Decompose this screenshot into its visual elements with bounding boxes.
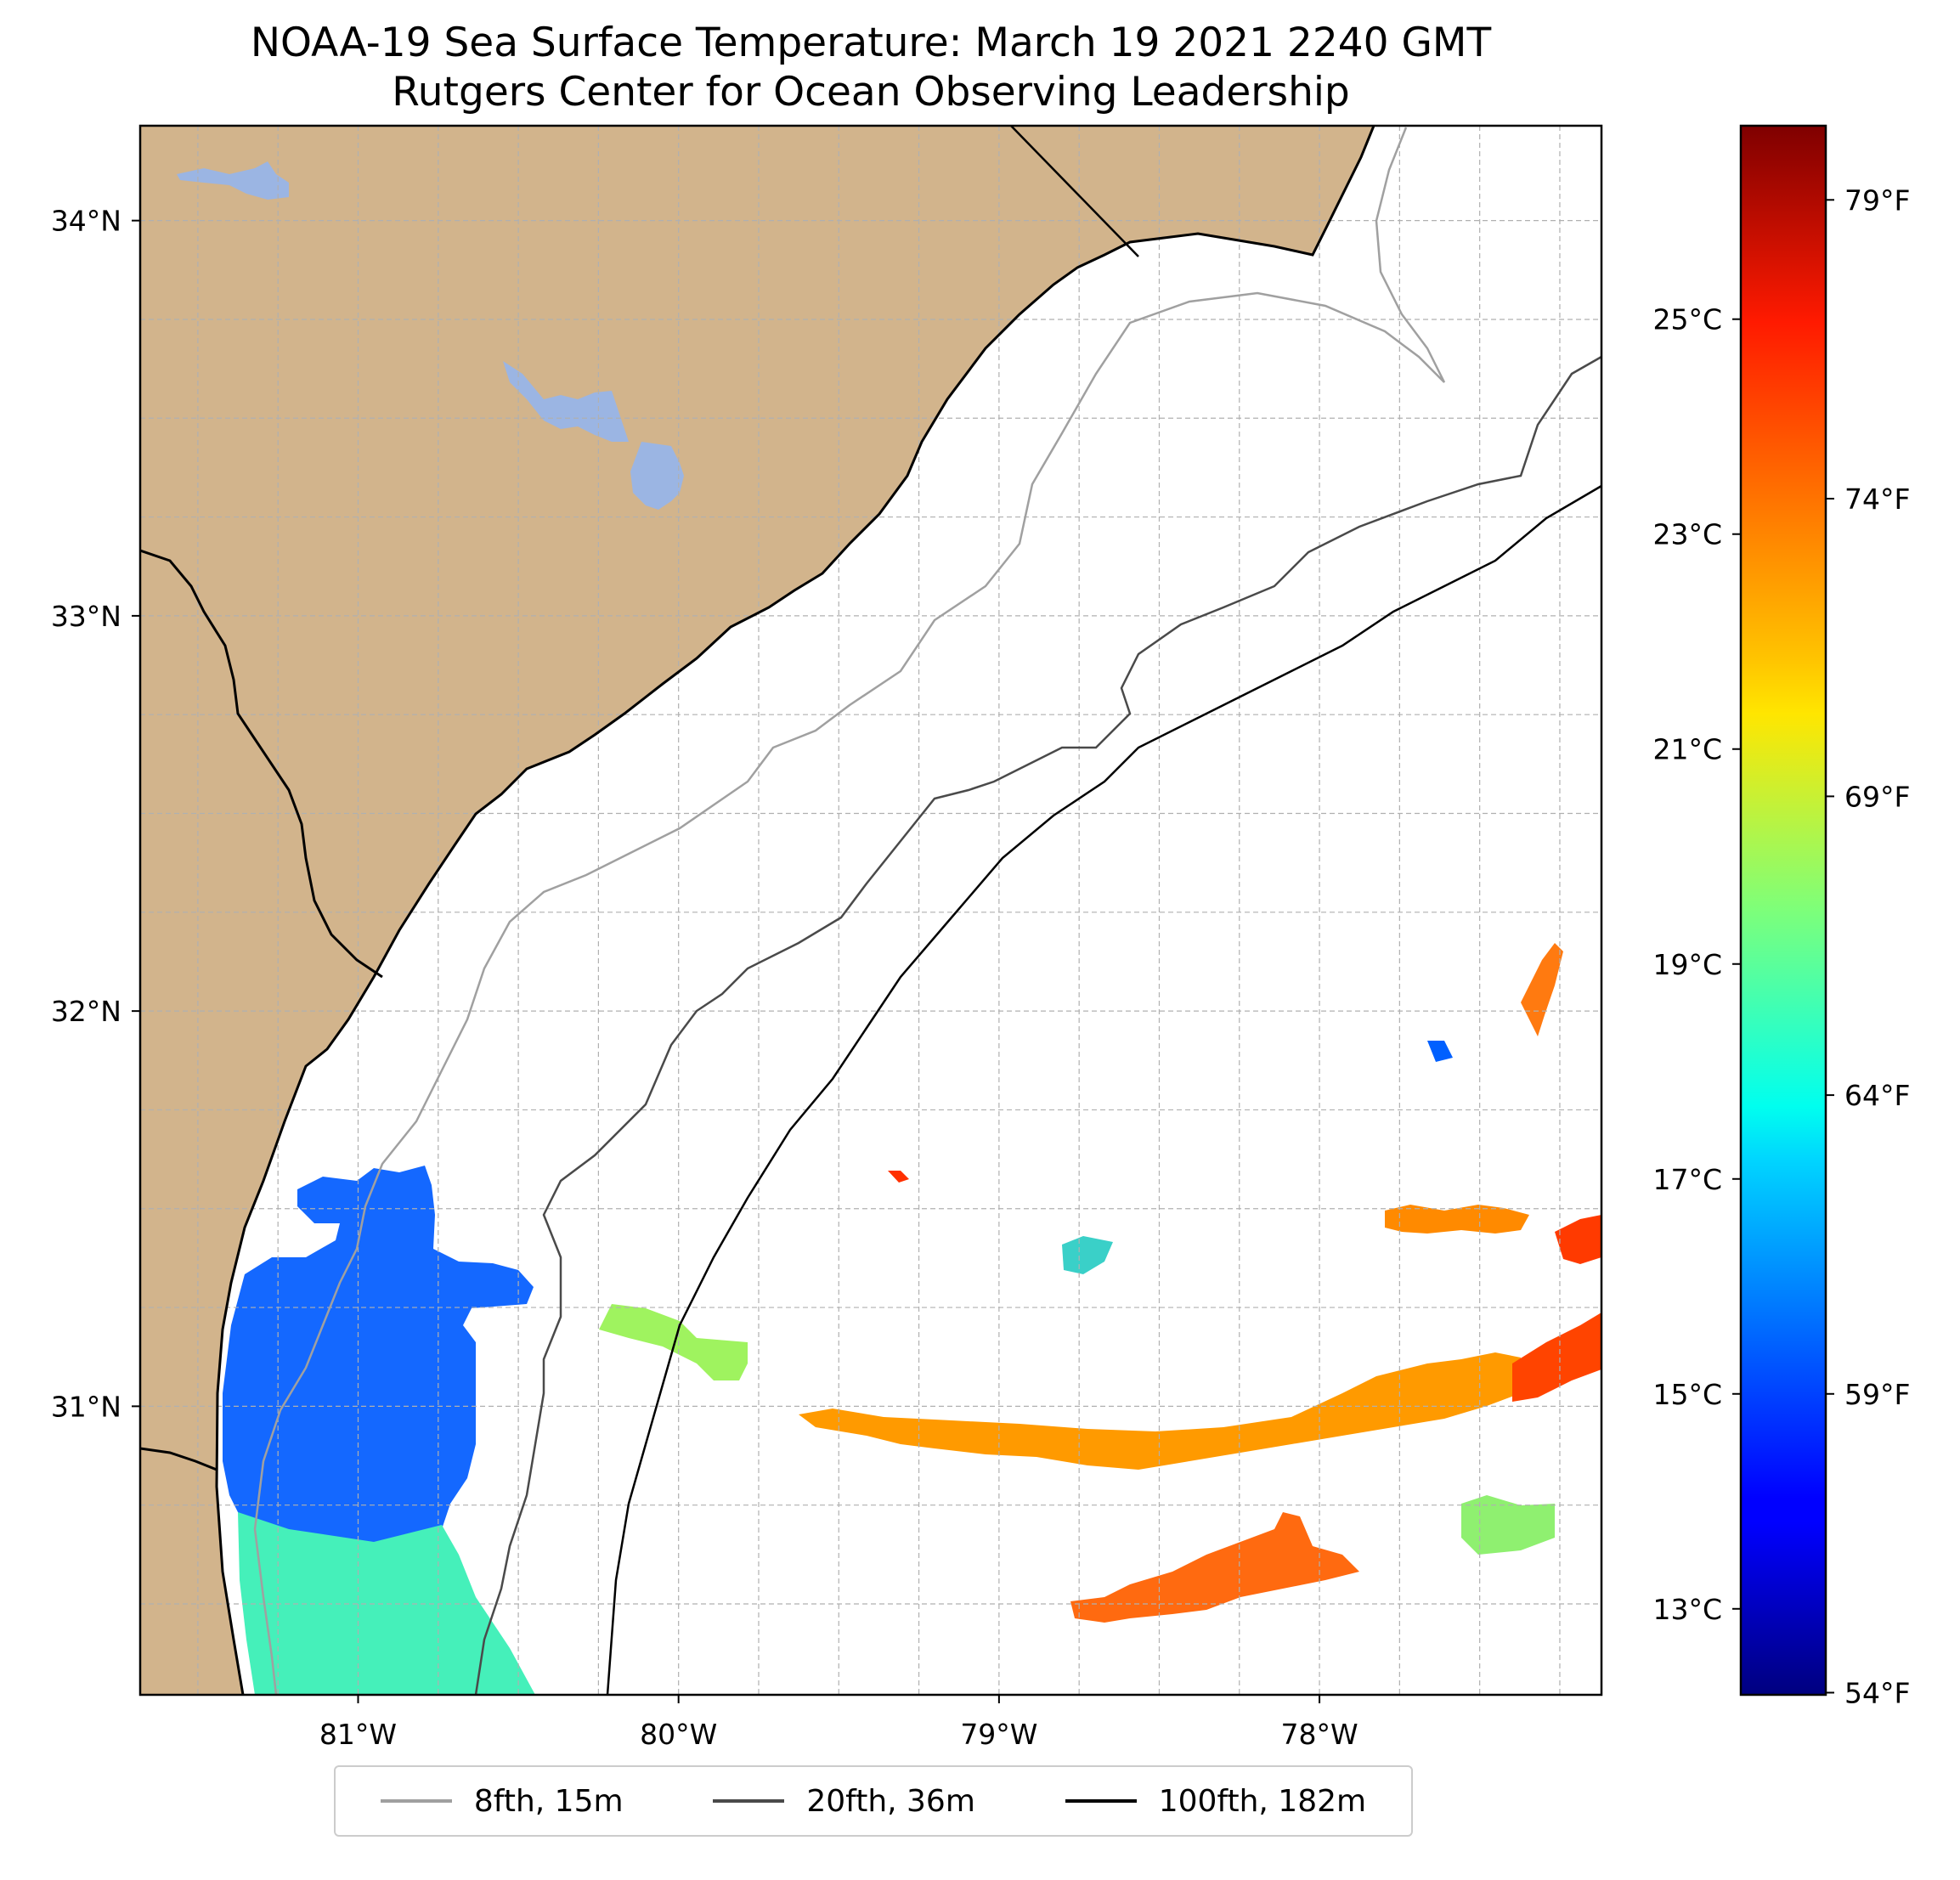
- legend-swatch-20fth: [713, 1799, 785, 1803]
- x-axis: 81°W 80°W 79°W 78°W: [319, 1695, 1358, 1751]
- legend-label-100fth: 100fth, 182m: [1158, 1783, 1367, 1819]
- chart-title: NOAA-19 Sea Surface Temperature: March 1…: [250, 20, 1492, 66]
- celsius-tick-label: 21°C: [1652, 733, 1722, 766]
- fahrenheit-tick-label: 69°F: [1844, 780, 1910, 813]
- land-mass: [140, 126, 1374, 1695]
- celsius-tick-label: 17°C: [1652, 1163, 1722, 1196]
- map-area: [140, 126, 1601, 1695]
- legend-item-8fth: 8fth, 15m: [380, 1783, 624, 1819]
- sst-patch-offshore-north-b: [1555, 1215, 1601, 1264]
- state-border-ga: [140, 549, 383, 979]
- isobath-100fth: [606, 484, 1601, 1695]
- sst-patch-nearshore-georgia: [223, 1166, 534, 1563]
- sst-patch-north-east-streak: [1521, 943, 1563, 1036]
- y-tick-label: 32°N: [51, 995, 121, 1028]
- x-tick-label: 80°W: [640, 1718, 717, 1751]
- x-tick-label: 78°W: [1281, 1718, 1358, 1751]
- fahrenheit-tick-label: 59°F: [1844, 1378, 1910, 1411]
- y-axis: 33°N 34°N 32°N 31°N: [51, 205, 140, 1423]
- lake-moultrie-south: [630, 442, 684, 510]
- y-tick-label: 33°N: [51, 600, 121, 633]
- sst-patch-offshore-north-a: [1385, 1205, 1529, 1234]
- legend-item-20fth: 20fth, 36m: [713, 1784, 975, 1819]
- legend-label-8fth: 8fth, 15m: [473, 1783, 624, 1819]
- chart-subtitle: Rutgers Center for Ocean Observing Leade…: [392, 69, 1350, 116]
- y-tick-label: 31°N: [51, 1390, 121, 1423]
- coastline: [215, 126, 1375, 1695]
- isobath-legend: 8fth, 15m 20fth, 36m 100fth, 182m: [334, 1765, 1413, 1837]
- x-tick-label: 79°W: [960, 1718, 1037, 1751]
- celsius-tick-label: 13°C: [1652, 1593, 1722, 1626]
- celsius-tick-label: 23°C: [1652, 518, 1722, 551]
- fahrenheit-tick-label: 79°F: [1844, 183, 1910, 217]
- state-border-sc: [1010, 126, 1139, 257]
- lake-moultrie-north: [503, 361, 629, 442]
- x-tick-label: 81°W: [319, 1718, 397, 1751]
- celsius-tick-label: 15°C: [1652, 1378, 1722, 1411]
- sst-patch-isolated-small: [1062, 1236, 1113, 1274]
- y-tick-label: 34°N: [51, 205, 121, 238]
- sst-patch-gulf-stream-east: [1512, 1313, 1601, 1402]
- legend-swatch-100fth: [1065, 1799, 1137, 1803]
- chart-title-block: NOAA-19 Sea Surface Temperature: March 1…: [140, 19, 1601, 117]
- sst-patch-gulf-stream-main: [799, 1352, 1521, 1470]
- fahrenheit-tick-label: 64°F: [1844, 1079, 1910, 1112]
- lake-marion: [177, 161, 289, 200]
- legend-label-20fth: 20fth, 36m: [806, 1783, 975, 1819]
- fahrenheit-tick-label: 54°F: [1844, 1676, 1910, 1709]
- isobath-8fth: [253, 127, 1446, 1695]
- isobath-20fth: [474, 355, 1601, 1695]
- state-border-fl: [140, 1447, 217, 1471]
- map-frame: [138, 124, 1603, 1697]
- gridlines: [140, 126, 1601, 1695]
- legend-swatch-8fth: [380, 1799, 452, 1803]
- sst-patch-gulf-stream-south: [1070, 1512, 1359, 1623]
- legend-item-100fth: 100fth, 182m: [1065, 1784, 1366, 1819]
- colorbar-celsius-axis: 13°C 15°C 17°C 19°C 21°C 23°C 25°C: [1652, 303, 1741, 1626]
- colorbar: [1739, 124, 1827, 1697]
- sst-patch-north-east-blue: [1427, 1041, 1453, 1062]
- sst-patch-small-red: [888, 1171, 909, 1183]
- celsius-tick-label: 19°C: [1652, 948, 1722, 981]
- fahrenheit-tick-label: 74°F: [1844, 483, 1910, 516]
- sst-patch-south-east-small: [1461, 1495, 1555, 1555]
- colorbar-fahrenheit-axis: 54°F 59°F 64°F 69°F 74°F 79°F: [1826, 183, 1910, 1709]
- sst-patch-offshore-west: [599, 1304, 748, 1380]
- celsius-tick-label: 25°C: [1652, 303, 1722, 336]
